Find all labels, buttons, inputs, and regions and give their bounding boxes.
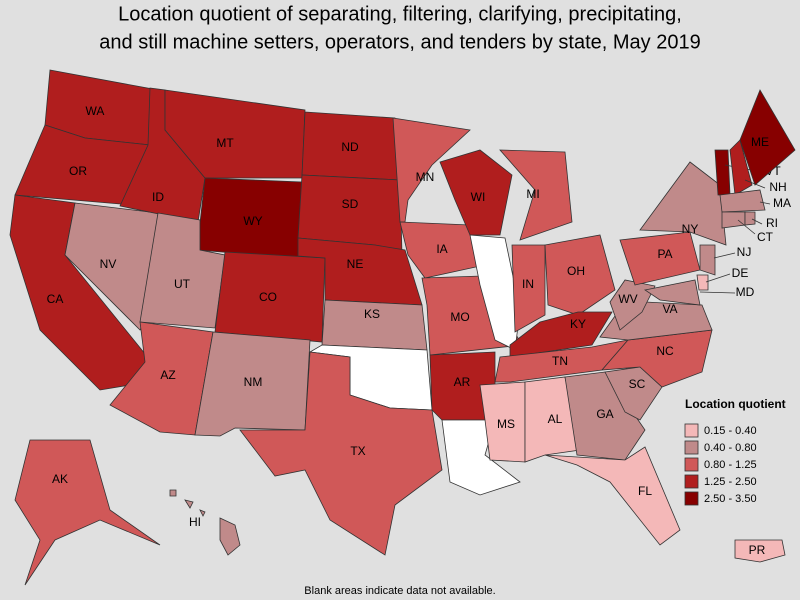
state <box>643 279 701 306</box>
state <box>479 381 526 463</box>
state-label: NE <box>347 257 364 271</box>
state <box>499 149 573 241</box>
state <box>544 234 616 316</box>
leader-line <box>759 201 771 205</box>
state-label: MI <box>526 187 539 201</box>
leader-line <box>699 291 736 294</box>
state <box>164 89 306 179</box>
legend-label: 1.25 - 2.50 <box>704 476 757 488</box>
state-label: NH <box>769 180 786 194</box>
state-label: MA <box>773 196 791 210</box>
legend-swatch <box>684 440 699 455</box>
state <box>721 211 746 229</box>
state-label: VA <box>662 302 677 316</box>
state-label: HI <box>189 515 201 529</box>
state <box>14 439 161 586</box>
state-label: AL <box>548 412 563 426</box>
state-label: UT <box>174 277 191 291</box>
state-label: MD <box>736 285 755 299</box>
state-label: MS <box>497 417 515 431</box>
state-label: IA <box>436 242 447 256</box>
state-label: WV <box>618 292 637 306</box>
state-label: WA <box>86 104 105 118</box>
state-label: NM <box>244 375 263 389</box>
state <box>169 489 241 556</box>
state-label: OR <box>69 164 87 178</box>
state-label: TX <box>350 444 365 458</box>
leader-line <box>713 252 736 259</box>
state-label: MN <box>416 170 435 184</box>
legend-swatch <box>684 423 699 438</box>
title-line: and still machine setters, operators, an… <box>99 31 700 53</box>
state-label: PA <box>657 247 672 261</box>
state <box>734 539 786 563</box>
state-label: CO <box>259 290 277 304</box>
state <box>239 351 443 556</box>
state-label: CT <box>757 230 774 244</box>
legend-swatch <box>684 491 699 506</box>
state-label: PR <box>749 543 766 557</box>
state <box>714 149 731 196</box>
state-label: FL <box>638 484 652 498</box>
state-label: NV <box>100 257 117 271</box>
state <box>696 274 709 291</box>
state-label: WI <box>471 190 486 204</box>
state-label: KS <box>364 307 380 321</box>
state-label: OH <box>567 264 585 278</box>
state <box>524 376 581 463</box>
title-line: Location quotient of separating, filteri… <box>118 3 682 25</box>
state <box>699 244 716 276</box>
state-label: WY <box>243 214 262 228</box>
legend-swatch <box>684 474 699 489</box>
state-label: AR <box>454 375 471 389</box>
state-label: MO <box>450 310 469 324</box>
state-label: DE <box>732 266 749 280</box>
state-label: MT <box>216 136 234 150</box>
legend-swatch <box>684 457 699 472</box>
state-label: GA <box>596 407 613 421</box>
legend-title: Location quotient <box>685 397 786 411</box>
state <box>739 89 796 186</box>
state-label: KY <box>570 317 586 331</box>
state-label: CA <box>47 292 64 306</box>
state <box>511 244 546 333</box>
state <box>744 211 756 226</box>
state <box>399 221 486 279</box>
state <box>609 279 656 331</box>
state-label: SD <box>342 197 359 211</box>
legend-label: 2.50 - 3.50 <box>704 493 757 505</box>
state-label: IN <box>522 277 534 291</box>
leader-line <box>751 218 763 225</box>
state-label: NC <box>656 344 674 358</box>
state-label: TN <box>552 354 568 368</box>
state-label: AZ <box>160 368 175 382</box>
state <box>544 446 681 546</box>
state-label: ND <box>341 140 359 154</box>
state-label: ID <box>152 190 164 204</box>
state-label: AK <box>52 472 68 486</box>
state-label: ME <box>751 135 769 149</box>
state-label: RI <box>766 216 778 230</box>
state <box>194 331 311 437</box>
legend-label: 0.15 - 0.40 <box>704 425 757 437</box>
leader-line <box>705 273 731 283</box>
state-label: NY <box>682 222 699 236</box>
legend-label: 0.80 - 1.25 <box>704 459 757 471</box>
state-label: SC <box>629 377 646 391</box>
state <box>439 149 513 236</box>
state <box>719 189 766 213</box>
state <box>564 371 646 461</box>
leader-line <box>737 219 756 235</box>
legend-label: 0.40 - 0.80 <box>704 442 757 454</box>
footnote: Blank areas indicate data not available. <box>304 585 495 597</box>
state-label: NJ <box>737 245 752 259</box>
state <box>729 139 753 196</box>
